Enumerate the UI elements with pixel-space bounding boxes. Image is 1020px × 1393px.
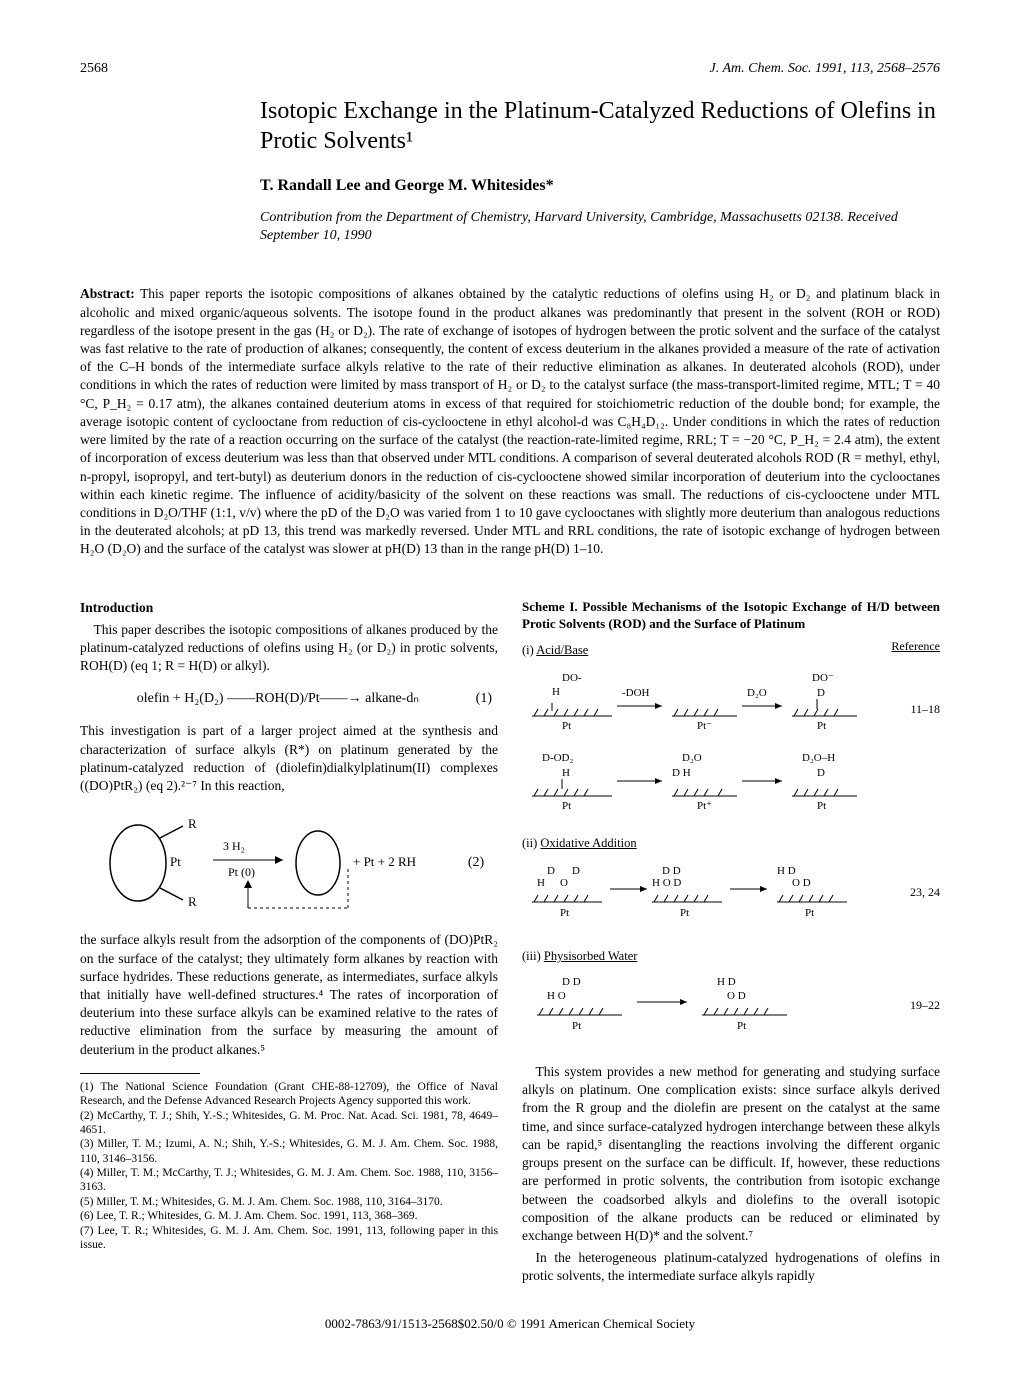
mechanism-diagram-icon: DO- H Pt -DOH Pt⁻ D₂O DO⁻ D Pt D-OD₂ bbox=[522, 661, 862, 831]
svg-text:DO-: DO- bbox=[562, 672, 582, 684]
right-column: Scheme I. Possible Mechanisms of the Iso… bbox=[522, 599, 940, 1286]
equation-1-number: (1) bbox=[476, 690, 492, 709]
svg-text:D: D bbox=[817, 767, 825, 779]
footnote-4: (4) Miller, T. M.; McCarthy, T. J.; Whit… bbox=[80, 1166, 498, 1195]
svg-text:H O D: H O D bbox=[652, 877, 681, 889]
footnotes: (1) The National Science Foundation (Gra… bbox=[80, 1080, 498, 1253]
article-title: Isotopic Exchange in the Platinum-Cataly… bbox=[260, 96, 940, 156]
scheme-figure-2: D D H O Pt D D H O D Pt H D O D Pt 23, 24 bbox=[522, 854, 940, 944]
footnote-6: (6) Lee, T. R.; Whitesides, G. M. J. Am.… bbox=[80, 1209, 498, 1223]
abstract-label: Abstract: bbox=[80, 286, 135, 301]
svg-text:D H: D H bbox=[672, 767, 691, 779]
scheme-section-2-label: (ii) Oxidative Addition bbox=[522, 835, 940, 852]
svg-text:Pt: Pt bbox=[572, 1020, 581, 1032]
reference-column-header: Reference bbox=[891, 638, 940, 661]
journal-reference: J. Am. Chem. Soc. 1991, 113, 2568–2576 bbox=[710, 60, 940, 78]
svg-text:H D: H D bbox=[717, 976, 736, 988]
svg-text:D D: D D bbox=[562, 976, 581, 988]
svg-text:H: H bbox=[537, 877, 545, 889]
page-number: 2568 bbox=[80, 60, 108, 78]
svg-text:D: D bbox=[547, 865, 555, 877]
footnote-3: (3) Miller, T. M.; Izumi, A. N.; Shih, Y… bbox=[80, 1137, 498, 1166]
scheme-figure-1: DO- H Pt -DOH Pt⁻ D₂O DO⁻ D Pt D-OD₂ bbox=[522, 661, 940, 831]
scheme-title: Scheme I. Possible Mechanisms of the Iso… bbox=[522, 599, 940, 633]
running-header: 2568 J. Am. Chem. Soc. 1991, 113, 2568–2… bbox=[80, 60, 940, 78]
footnote-5: (5) Miller, T. M.; Whitesides, G. M. J. … bbox=[80, 1195, 498, 1209]
svg-text:Pt (0): Pt (0) bbox=[228, 865, 255, 879]
svg-text:O D: O D bbox=[727, 990, 746, 1002]
svg-text:D₂O: D₂O bbox=[682, 752, 702, 764]
two-column-body: Introduction This paper describes the is… bbox=[80, 599, 940, 1286]
svg-text:Pt: Pt bbox=[560, 907, 569, 919]
svg-text:D D: D D bbox=[662, 865, 681, 877]
svg-text:R: R bbox=[188, 894, 197, 909]
footnote-divider bbox=[80, 1073, 200, 1074]
copyright-footer: 0002-7863/91/1513-2568$02.50/0 © 1991 Am… bbox=[80, 1316, 940, 1333]
footnote-2: (2) McCarthy, T. J.; Shih, Y.-S.; Whites… bbox=[80, 1109, 498, 1138]
svg-text:Pt: Pt bbox=[737, 1020, 746, 1032]
affiliation: Contribution from the Department of Chem… bbox=[260, 209, 940, 245]
svg-text:D₂O–H: D₂O–H bbox=[802, 752, 835, 764]
scheme-section-3-label: (iii) Physisorbed Water bbox=[522, 948, 940, 965]
intro-paragraph-1: This paper describes the isotopic compos… bbox=[80, 621, 498, 676]
intro-paragraph-3: the surface alkyls result from the adsor… bbox=[80, 931, 498, 1059]
svg-text:D-OD₂: D-OD₂ bbox=[542, 752, 573, 764]
svg-text:Pt: Pt bbox=[562, 800, 571, 812]
svg-text:Pt: Pt bbox=[170, 854, 181, 869]
svg-text:D: D bbox=[572, 865, 580, 877]
scheme-1-reference: 11–18 bbox=[910, 701, 940, 717]
mechanism-diagram-icon: D D H O Pt D D H O D Pt H D O D Pt bbox=[522, 854, 862, 934]
footnote-7: (7) Lee, T. R.; Whitesides, G. M. J. Am.… bbox=[80, 1224, 498, 1253]
svg-text:Pt⁺: Pt⁺ bbox=[697, 800, 712, 812]
equation-1-body: olefin + H₂(D₂) ——ROH(D)/Pt——→ alkane-dₙ bbox=[137, 691, 419, 706]
svg-text:D₂O: D₂O bbox=[747, 687, 767, 699]
svg-text:3 H₂: 3 H₂ bbox=[223, 839, 245, 853]
scheme-figure-3: D D H O Pt H D O D Pt 19–22 bbox=[522, 967, 940, 1057]
svg-text:Pt⁻: Pt⁻ bbox=[697, 720, 712, 732]
svg-text:Pt: Pt bbox=[817, 720, 826, 732]
svg-text:H D: H D bbox=[777, 865, 796, 877]
scheme-2-reference: 23, 24 bbox=[910, 884, 940, 900]
svg-text:H O: H O bbox=[547, 990, 566, 1002]
reaction-diagram-icon: R R Pt 3 H₂ Pt (0) + Pt + 2 RH bbox=[88, 808, 468, 918]
authors: T. Randall Lee and George M. Whitesides* bbox=[260, 176, 940, 197]
mechanism-diagram-icon: D D H O Pt H D O D Pt bbox=[522, 967, 862, 1047]
right-paragraph-2: In the heterogeneous platinum-catalyzed … bbox=[522, 1249, 940, 1285]
left-column: Introduction This paper describes the is… bbox=[80, 599, 498, 1286]
intro-paragraph-2: This investigation is part of a larger p… bbox=[80, 722, 498, 795]
svg-text:Pt: Pt bbox=[805, 907, 814, 919]
equation-2-number: (2) bbox=[468, 854, 484, 873]
svg-text:D: D bbox=[817, 687, 825, 699]
svg-text:O D: O D bbox=[792, 877, 811, 889]
svg-text:H: H bbox=[562, 767, 570, 779]
svg-text:H: H bbox=[552, 686, 560, 698]
scheme-3-reference: 19–22 bbox=[910, 997, 940, 1013]
right-paragraph-1: This system provides a new method for ge… bbox=[522, 1063, 940, 1245]
equation-1: olefin + H₂(D₂) ——ROH(D)/Pt——→ alkane-dₙ… bbox=[80, 690, 498, 709]
footnote-1: (1) The National Science Foundation (Gra… bbox=[80, 1080, 498, 1109]
svg-text:DO⁻: DO⁻ bbox=[812, 672, 834, 684]
scheme-section-1-label: (i) (i) Acid/BaseAcid/Base bbox=[522, 642, 588, 659]
svg-text:R: R bbox=[188, 816, 197, 831]
introduction-heading: Introduction bbox=[80, 599, 498, 617]
svg-text:O: O bbox=[560, 877, 568, 889]
abstract-text: This paper reports the isotopic composit… bbox=[80, 286, 940, 556]
svg-text:Pt: Pt bbox=[680, 907, 689, 919]
svg-text:-DOH: -DOH bbox=[622, 687, 650, 699]
svg-text:Pt: Pt bbox=[817, 800, 826, 812]
svg-text:+ Pt + 2 RH: + Pt + 2 RH bbox=[353, 854, 416, 869]
svg-text:Pt: Pt bbox=[562, 720, 571, 732]
abstract: Abstract: This paper reports the isotopi… bbox=[80, 285, 940, 558]
equation-2-scheme: R R Pt 3 H₂ Pt (0) + Pt + 2 RH (2) bbox=[80, 803, 498, 923]
